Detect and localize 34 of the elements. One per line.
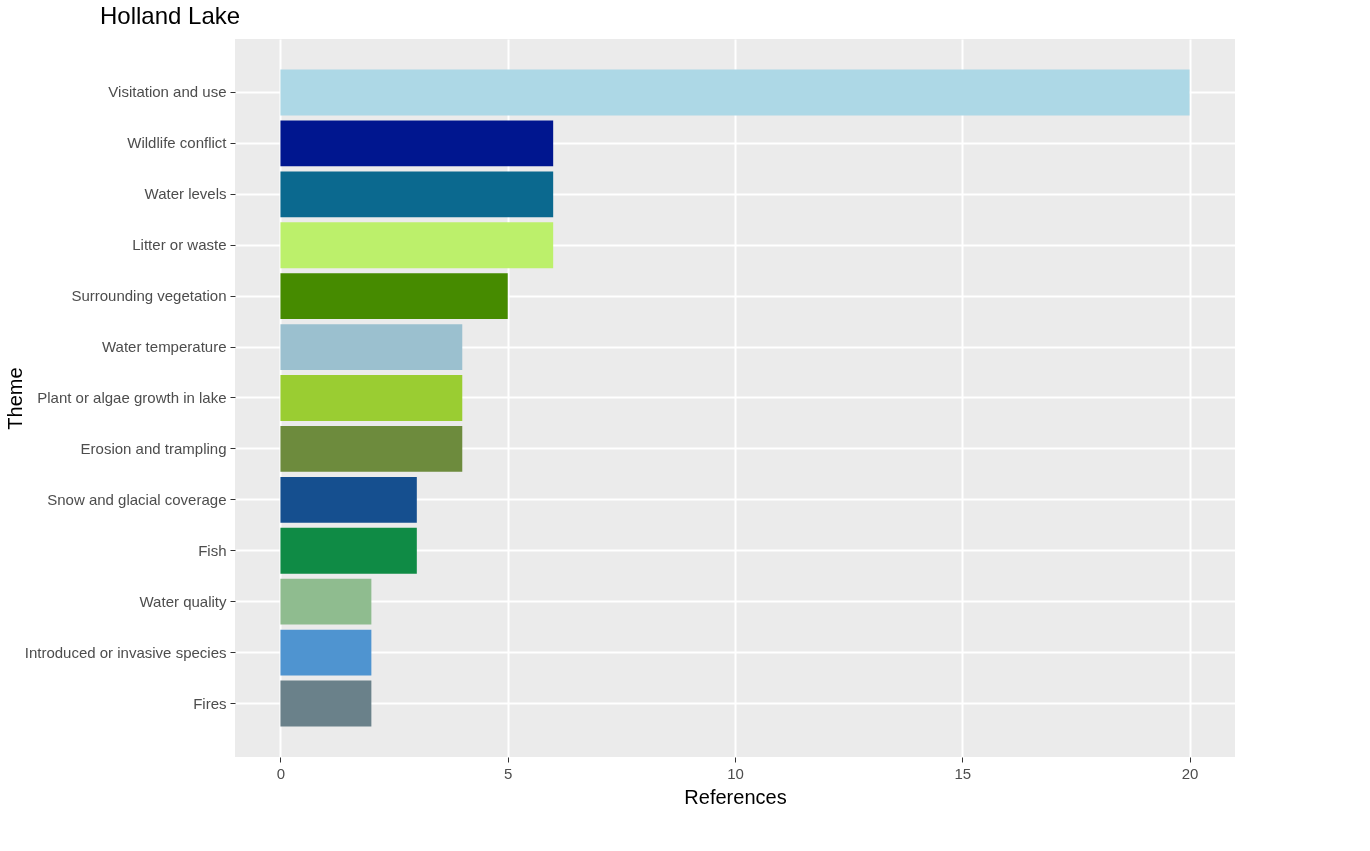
bar [280, 69, 1190, 116]
x-tick-label: 5 [504, 764, 513, 782]
bar [280, 680, 372, 727]
y-tick-label: Plant or algae growth in lake [37, 389, 227, 406]
y-tick-label: Wildlife conflict [127, 134, 228, 152]
y-tick-label: Erosion and trampling [80, 439, 227, 457]
y-tick-label: Snow and glacial coverage [47, 490, 227, 508]
chart-title: Holland Lake [100, 2, 241, 29]
bar [280, 222, 554, 269]
bar [280, 476, 417, 523]
bar [280, 375, 463, 421]
y-tick-label: Introduced or invasive species [24, 643, 227, 661]
y-axis-title: Theme [3, 367, 26, 430]
y-tick-label: Water quality [139, 592, 227, 610]
y-tick-label: Water temperature [102, 338, 227, 356]
y-tick-label: Litter or waste [132, 236, 227, 254]
y-tick-label: Fish [198, 541, 227, 559]
y-tick-label: Visitation and use [108, 83, 227, 101]
x-axis-title: References [684, 785, 787, 808]
y-tick-label: Surrounding vegetation [71, 287, 227, 305]
y-tick-label: Fires [193, 694, 227, 712]
bar [280, 578, 372, 625]
bar [280, 324, 463, 370]
bar [280, 171, 554, 218]
bar [280, 120, 554, 167]
bar [280, 629, 372, 676]
x-tick-label: 20 [1181, 764, 1199, 782]
bar [280, 273, 508, 320]
bar [280, 426, 463, 472]
bar [280, 527, 417, 574]
x-tick-label: 10 [727, 764, 744, 782]
y-tick-label: Water levels [144, 185, 227, 203]
x-tick-label: 15 [954, 764, 972, 782]
x-tick-label: 0 [276, 764, 286, 782]
